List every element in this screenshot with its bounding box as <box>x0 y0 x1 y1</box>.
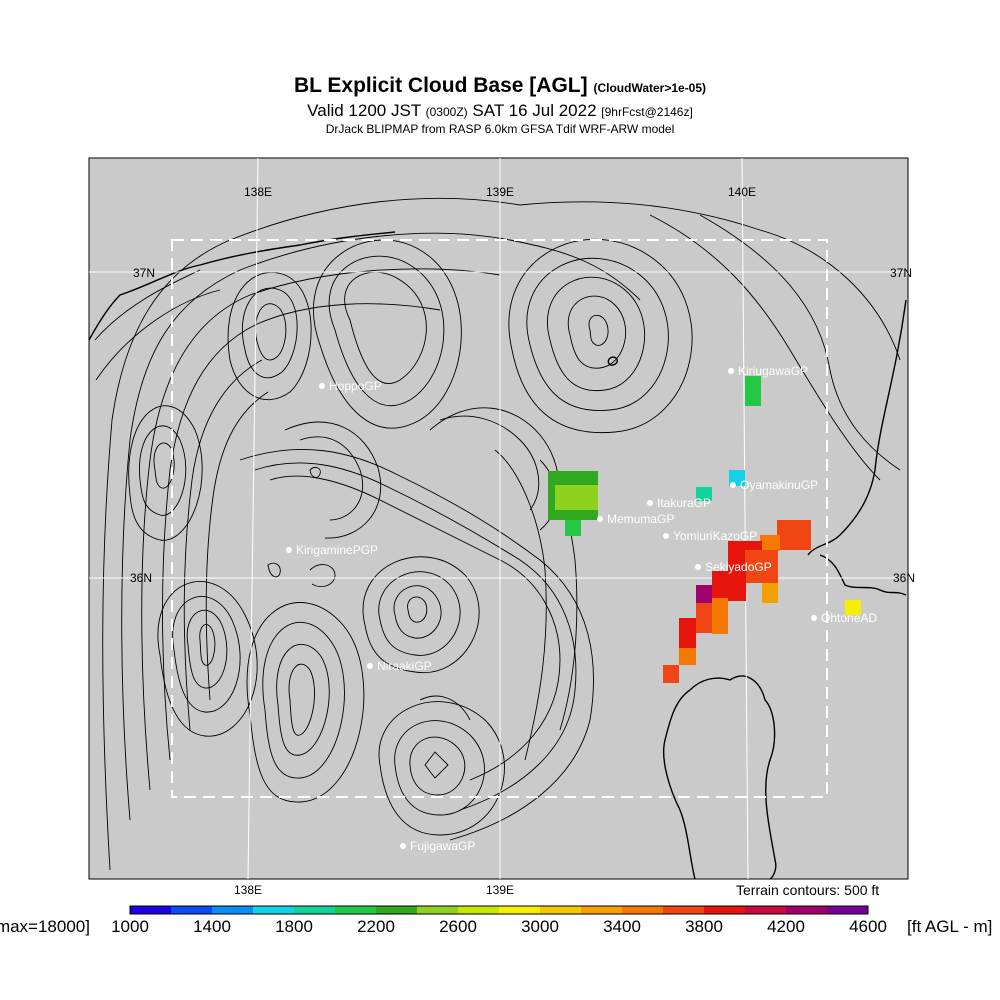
site-dot <box>811 615 817 621</box>
site-label: KiriugawaGP <box>738 364 808 378</box>
valid-time: Valid 1200 JST (0300Z) SAT 16 Jul 2022 [… <box>0 101 1000 121</box>
colorbar <box>129 905 869 915</box>
site-markers <box>286 368 817 849</box>
site-dot <box>597 516 603 522</box>
cell <box>762 583 778 603</box>
site-dot <box>730 482 736 488</box>
cell <box>696 603 712 633</box>
lon-label: 139E <box>486 883 514 897</box>
model-info: DrJack BLIPMAP from RASP 6.0km GFSA Tdif… <box>325 122 675 136</box>
colorbar-swatch <box>745 906 787 914</box>
cell <box>712 571 746 601</box>
lat-label: 36N <box>893 571 915 585</box>
cell <box>745 376 761 406</box>
cell <box>679 648 696 665</box>
colorbar-swatch <box>212 906 254 914</box>
cell <box>745 550 778 583</box>
site-label: HoppoGP <box>329 379 382 393</box>
lat-label: 37N <box>890 266 912 280</box>
cell <box>845 600 861 615</box>
cell <box>565 520 581 536</box>
map-title: BL Explicit Cloud Base [AGL] (CloudWater… <box>0 74 1000 98</box>
site-label: OhtoneAD <box>821 611 877 625</box>
colorbar-swatch <box>458 906 500 914</box>
site-dot <box>400 843 406 849</box>
colorbar-swatch <box>786 906 828 914</box>
map-panel <box>88 157 909 880</box>
title-main: BL Explicit Cloud Base [AGL] <box>293 74 588 97</box>
site-label: KirigaminePGP <box>296 543 378 557</box>
site-label: NiraakiGP <box>377 659 432 673</box>
colorbar-tick-label: 3000 <box>521 917 559 936</box>
colorbar-swatch <box>704 906 746 914</box>
colorbar-swatch <box>171 906 213 914</box>
domain-boundary <box>171 239 828 798</box>
colorbar-tick-label: 1800 <box>275 917 313 936</box>
colorbar-swatch <box>663 906 705 914</box>
cell <box>712 598 728 634</box>
site-label: ItakuraGP <box>657 496 711 510</box>
lon-label: 138E <box>244 185 272 199</box>
lon-label: 140E <box>728 185 756 199</box>
site-dot <box>286 547 292 553</box>
colorbar-swatch <box>417 906 459 914</box>
colorbar-swatch <box>376 906 418 914</box>
site-labels: KiriugawaGP HoppoGP OyamakinuGP ItakuraG… <box>296 364 877 853</box>
lat-label: 36N <box>130 571 152 585</box>
colorbar-swatch <box>622 906 664 914</box>
site-dot <box>728 368 734 374</box>
colorbar-swatch <box>581 906 623 914</box>
colorbar-swatch <box>253 906 295 914</box>
site-dot <box>319 383 325 389</box>
cell <box>663 665 679 683</box>
colorbar-swatch <box>540 906 582 914</box>
cloud-base-cells <box>548 376 861 683</box>
site-dot <box>367 663 373 669</box>
site-dot <box>647 500 653 506</box>
cell <box>696 585 712 605</box>
site-label: OyamakinuGP <box>740 478 818 492</box>
colorbar-swatch <box>499 906 541 914</box>
title-note: (CloudWater>1e-05) <box>593 81 707 95</box>
colorbar-swatch <box>130 906 172 914</box>
colorbar-outline <box>129 905 869 915</box>
valid-date: SAT 16 Jul 2022 <box>472 101 597 120</box>
valid-label: Valid 1200 JST <box>307 101 421 120</box>
site-label: MemumaGP <box>607 512 674 526</box>
site-label: SekiyadoGP <box>705 560 772 574</box>
site-dot <box>695 564 701 570</box>
lat-label: 37N <box>133 266 155 280</box>
colorbar-max-label: [max=18000] <box>0 917 90 936</box>
cell <box>679 618 696 648</box>
colorbar-swatch <box>335 906 377 914</box>
terrain-contours <box>94 197 901 871</box>
colorbar-unit-label: [ft AGL - m] <box>907 917 993 936</box>
colorbar-swatch <box>827 906 869 914</box>
colorbar-tick-label: 2200 <box>357 917 395 936</box>
cell <box>696 487 712 501</box>
site-label: FujigawaGP <box>410 839 475 853</box>
colorbar-tick-label: 4200 <box>767 917 805 936</box>
axis-labels: 138E 139E 140E 37N 36N 37N 36N 138E 139E <box>130 185 915 897</box>
forecast-info: [9hrFcst@2146z] <box>601 105 693 119</box>
cell <box>777 520 811 550</box>
colorbar-tick-label: 4600 <box>849 917 887 936</box>
colorbar-tick-label: 3800 <box>685 917 723 936</box>
cell <box>760 535 780 551</box>
site-dot <box>663 533 669 539</box>
cell <box>555 485 598 510</box>
colorbar-tick-label: 1400 <box>193 917 231 936</box>
lon-label: 139E <box>486 185 514 199</box>
colorbar-tick-label: 3400 <box>603 917 641 936</box>
valid-utc: (0300Z) <box>425 105 468 119</box>
site-label: YomiuriKazoGP <box>673 529 757 543</box>
colorbar-swatch <box>294 906 336 914</box>
lon-label: 138E <box>234 883 262 897</box>
terrain-note: Terrain contours: 500 ft <box>736 882 880 898</box>
colorbar-tick-label: 2600 <box>439 917 477 936</box>
colorbar-tick-label: 1000 <box>111 917 149 936</box>
